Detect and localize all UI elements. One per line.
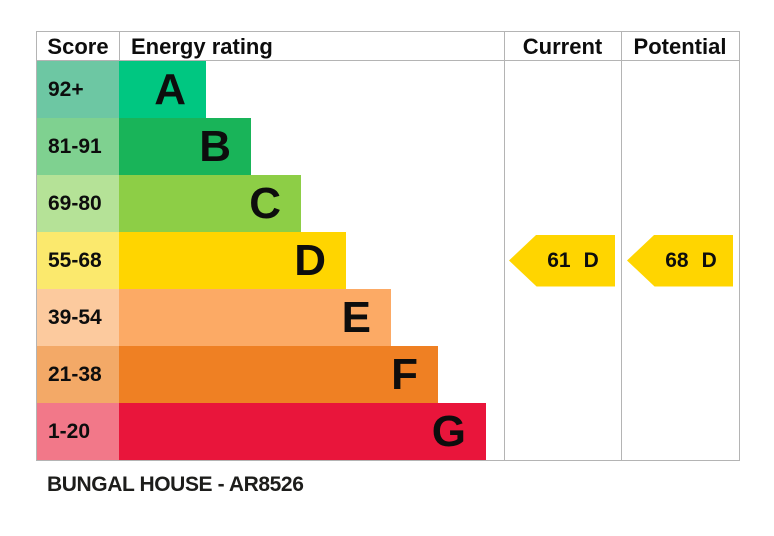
rating-bar: E bbox=[119, 289, 391, 346]
rating-bar: F bbox=[119, 346, 438, 403]
rating-current-divider bbox=[504, 32, 505, 460]
rating-bar: B bbox=[119, 118, 251, 175]
rating-bar: A bbox=[119, 61, 206, 118]
rating-bar: D bbox=[119, 232, 346, 289]
score-cell: 39-54 bbox=[37, 289, 119, 346]
band-row: 55-68 D bbox=[37, 232, 504, 289]
current-rating-arrow: 61 D bbox=[509, 234, 615, 287]
potential-rating-letter: D bbox=[701, 248, 717, 272]
current-rating-letter: D bbox=[583, 248, 599, 272]
band-row: 21-38 F bbox=[37, 346, 504, 403]
score-cell: 1-20 bbox=[37, 403, 119, 460]
score-cell: 69-80 bbox=[37, 175, 119, 232]
potential-rating-value: 68 bbox=[665, 248, 689, 272]
current-rating-value: 61 bbox=[547, 248, 571, 272]
property-label: BUNGAL HOUSE - AR8526 bbox=[47, 473, 304, 496]
energy-rating-header: Energy rating bbox=[131, 33, 273, 59]
band-row: 1-20 G bbox=[37, 403, 504, 460]
potential-header: Potential bbox=[633, 33, 727, 59]
rating-bar: G bbox=[119, 403, 486, 460]
band-rows: 92+ A 81-91 B 69-80 C 55-68 D 39-54 E 21-38 F 1-20 G bbox=[37, 61, 504, 460]
epc-table: Score Energy rating Current Potential 92… bbox=[36, 31, 740, 461]
score-rating-divider bbox=[119, 32, 120, 61]
current-potential-divider bbox=[621, 32, 622, 460]
score-cell: 81-91 bbox=[37, 118, 119, 175]
score-header: Score bbox=[47, 33, 109, 59]
rating-bar: C bbox=[119, 175, 301, 232]
current-header: Current bbox=[522, 33, 603, 59]
header-row: Score Energy rating Current Potential bbox=[37, 32, 739, 61]
band-row: 69-80 C bbox=[37, 175, 504, 232]
score-cell: 21-38 bbox=[37, 346, 119, 403]
band-row: 81-91 B bbox=[37, 118, 504, 175]
score-cell: 55-68 bbox=[37, 232, 119, 289]
band-row: 39-54 E bbox=[37, 289, 504, 346]
score-cell: 92+ bbox=[37, 61, 119, 118]
band-row: 92+ A bbox=[37, 61, 504, 118]
potential-rating-arrow: 68 D bbox=[627, 234, 733, 287]
